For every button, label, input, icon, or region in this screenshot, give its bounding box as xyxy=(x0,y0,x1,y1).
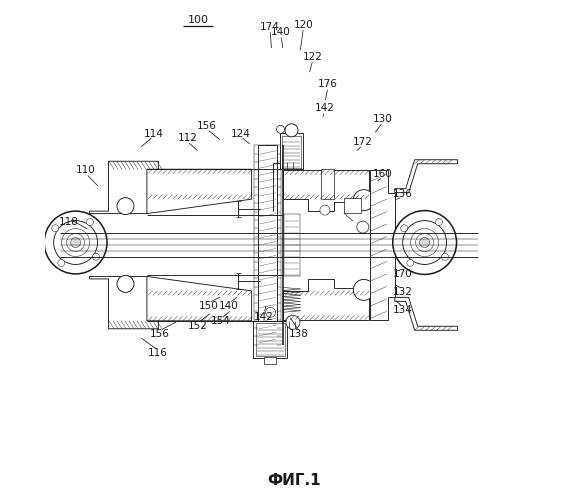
Text: 112: 112 xyxy=(178,134,197,143)
Bar xyxy=(344,198,361,213)
Circle shape xyxy=(117,276,134,292)
Bar xyxy=(282,136,301,168)
Circle shape xyxy=(436,218,442,226)
Circle shape xyxy=(353,190,375,210)
Text: 136: 136 xyxy=(393,189,413,199)
Text: 140: 140 xyxy=(271,27,291,37)
Text: 120: 120 xyxy=(293,20,313,30)
Text: 154: 154 xyxy=(211,316,230,326)
Text: 160: 160 xyxy=(373,169,393,179)
Polygon shape xyxy=(89,161,158,214)
Polygon shape xyxy=(89,276,158,329)
Text: 100: 100 xyxy=(188,14,209,24)
Circle shape xyxy=(401,224,407,232)
Text: 116: 116 xyxy=(148,348,168,358)
Circle shape xyxy=(442,254,449,260)
Circle shape xyxy=(393,210,456,274)
Text: 130: 130 xyxy=(373,114,393,124)
Bar xyxy=(322,169,335,199)
Circle shape xyxy=(266,308,276,318)
Circle shape xyxy=(403,220,446,264)
Circle shape xyxy=(62,228,89,256)
Circle shape xyxy=(357,221,369,233)
Circle shape xyxy=(44,211,107,274)
Circle shape xyxy=(86,218,93,226)
Text: 170: 170 xyxy=(393,269,413,279)
Text: 140: 140 xyxy=(219,301,239,311)
Text: 122: 122 xyxy=(303,52,323,62)
Text: 174: 174 xyxy=(260,22,280,32)
Circle shape xyxy=(410,228,439,256)
Text: 110: 110 xyxy=(76,165,96,175)
Text: 176: 176 xyxy=(318,80,338,90)
Bar xyxy=(279,134,303,169)
Text: 114: 114 xyxy=(143,129,163,139)
Bar xyxy=(254,146,281,344)
Circle shape xyxy=(54,220,98,264)
Polygon shape xyxy=(147,169,252,214)
Text: 118: 118 xyxy=(59,216,79,226)
Polygon shape xyxy=(283,170,369,211)
Circle shape xyxy=(52,224,59,232)
Text: 142: 142 xyxy=(315,104,335,114)
Circle shape xyxy=(353,280,375,300)
Polygon shape xyxy=(370,170,395,320)
Text: 142: 142 xyxy=(254,312,274,322)
Text: ФИГ.1: ФИГ.1 xyxy=(267,473,321,488)
Polygon shape xyxy=(147,276,252,321)
Circle shape xyxy=(58,260,65,266)
Circle shape xyxy=(71,238,81,248)
Text: 156: 156 xyxy=(198,122,217,132)
Circle shape xyxy=(66,234,85,252)
Text: 172: 172 xyxy=(353,138,373,147)
Bar xyxy=(258,146,277,344)
Polygon shape xyxy=(283,279,369,320)
Circle shape xyxy=(92,254,99,260)
Text: 124: 124 xyxy=(230,129,250,139)
Polygon shape xyxy=(395,160,457,192)
Circle shape xyxy=(416,234,433,252)
Text: 152: 152 xyxy=(188,322,207,332)
Text: 138: 138 xyxy=(289,329,309,339)
Text: 156: 156 xyxy=(149,329,169,339)
Circle shape xyxy=(286,316,300,330)
Bar xyxy=(253,321,287,358)
Text: 132: 132 xyxy=(393,287,413,297)
Circle shape xyxy=(117,198,134,214)
Circle shape xyxy=(276,126,285,134)
Bar xyxy=(284,214,300,276)
Polygon shape xyxy=(395,298,457,330)
Text: 134: 134 xyxy=(393,305,413,315)
Circle shape xyxy=(407,260,414,266)
Bar xyxy=(256,323,285,356)
Circle shape xyxy=(320,205,330,215)
Text: 150: 150 xyxy=(199,301,219,311)
Bar xyxy=(264,356,276,364)
Circle shape xyxy=(420,238,430,248)
Circle shape xyxy=(285,124,298,137)
